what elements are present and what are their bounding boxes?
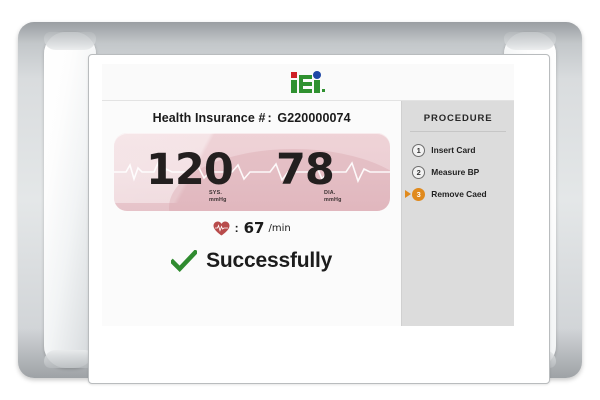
pulse-separator: : xyxy=(234,221,239,235)
logo-dot-red-icon xyxy=(291,72,297,78)
logo-dot-blue-icon xyxy=(313,71,321,79)
blood-pressure-card: 120 SYS. mmHg 78 DIA. mmHg xyxy=(114,133,390,211)
logo-stem-i-first xyxy=(291,80,297,93)
logo-stem-i-second xyxy=(314,80,320,93)
step-label: Measure BP xyxy=(431,167,480,177)
screen-body: Health Insurance #: G220000074 120 SYS. … xyxy=(102,101,514,326)
systolic-value: 120 xyxy=(146,145,234,195)
logo-bar xyxy=(102,64,514,101)
logo-period xyxy=(322,89,325,92)
diastolic-value: 78 xyxy=(276,145,335,195)
procedure-step-3[interactable]: 3 Remove Caed xyxy=(402,183,514,205)
pulse-unit: /min xyxy=(268,222,291,234)
insurance-separator: : xyxy=(267,111,272,125)
step-number-badge: 1 xyxy=(412,143,426,157)
kiosk-screen: Health Insurance #: G220000074 120 SYS. … xyxy=(102,64,514,326)
procedure-title: PROCEDURE xyxy=(423,113,493,124)
status-row: Successfully xyxy=(102,249,401,273)
status-message: Successfully xyxy=(206,249,333,272)
check-icon xyxy=(171,250,198,272)
iei-logo xyxy=(291,71,325,93)
handle-cap-bottom-left xyxy=(44,350,96,368)
pulse-value: 67 xyxy=(243,219,265,237)
insurance-value: G220000074 xyxy=(277,111,351,125)
insurance-label: Health Insurance # xyxy=(152,111,266,125)
handle-cap-top-right xyxy=(504,32,556,50)
procedure-panel: PROCEDURE 1 Insert Card 2 Measure BP 3 xyxy=(401,101,514,326)
procedure-step-list: 1 Insert Card 2 Measure BP 3 Remove Caed xyxy=(402,139,514,205)
step-number-badge: 2 xyxy=(412,165,426,179)
logo-letter-i-second xyxy=(313,71,321,93)
logo-letter-i-first xyxy=(291,72,297,93)
measurement-panel: Health Insurance #: G220000074 120 SYS. … xyxy=(102,101,402,326)
diastolic-unit: DIA. mmHg xyxy=(324,190,342,203)
pulse-row: : 67 /min xyxy=(102,219,401,237)
step-label: Insert Card xyxy=(431,145,476,155)
step-number-badge: 3 xyxy=(412,187,426,201)
procedure-divider xyxy=(410,131,506,132)
ecg-waveform-icon xyxy=(114,160,390,184)
insurance-number-row: Health Insurance #: G220000074 xyxy=(102,111,401,125)
heart-icon xyxy=(213,221,230,235)
handle-cap-top-left xyxy=(44,32,96,50)
step-label: Remove Caed xyxy=(431,189,487,199)
procedure-step-1[interactable]: 1 Insert Card xyxy=(402,139,514,161)
systolic-unit: SYS. mmHg xyxy=(209,190,227,203)
card-gloss-overlay xyxy=(114,133,390,204)
bp-values: 120 SYS. mmHg 78 DIA. mmHg xyxy=(114,133,390,211)
device-handle-left xyxy=(44,32,96,368)
logo-letter-e xyxy=(299,75,312,93)
procedure-step-2[interactable]: 2 Measure BP xyxy=(402,161,514,183)
active-step-arrow-icon xyxy=(405,190,412,198)
